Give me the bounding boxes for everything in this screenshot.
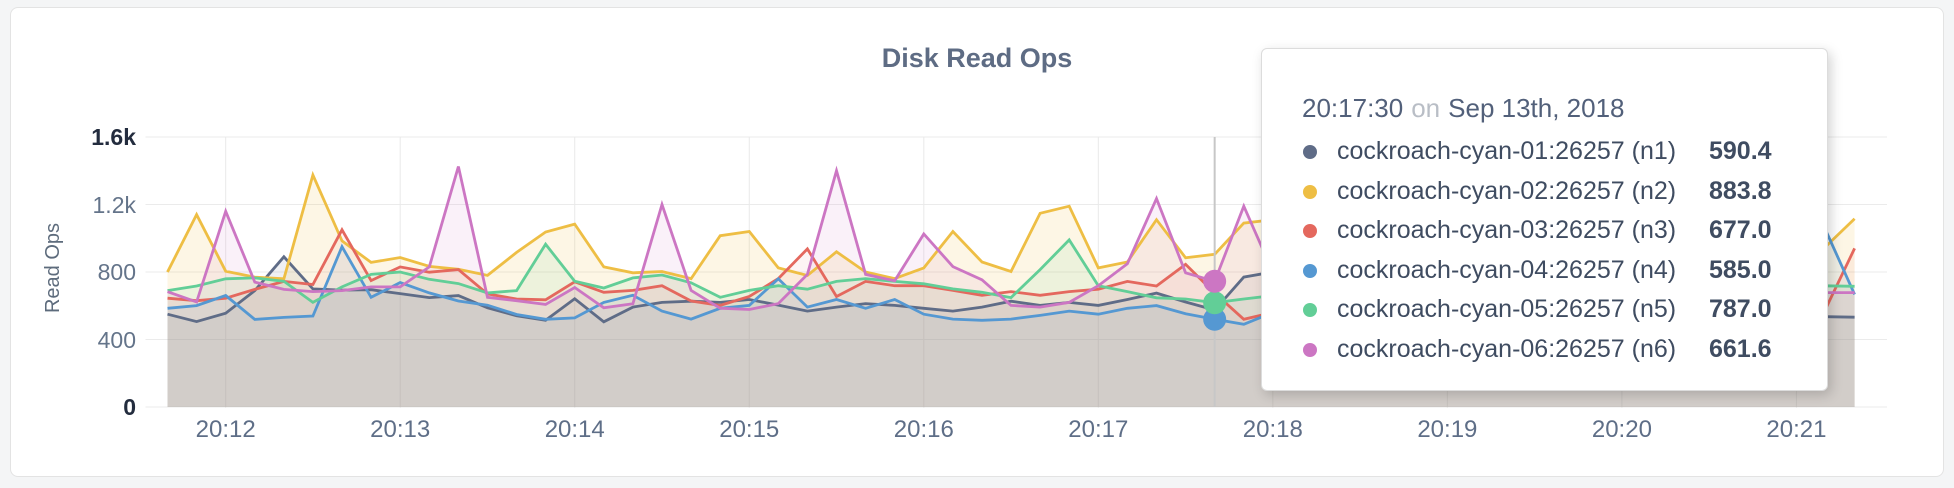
tooltip-on-word: on <box>1411 93 1441 123</box>
x-tick-label-20:20: 20:20 <box>1591 416 1652 443</box>
tooltip-series-name: cockroach-cyan-02:26257 (n2) <box>1337 176 1677 205</box>
tooltip-series-dot-icon <box>1303 263 1317 278</box>
x-tick-label-20:12: 20:12 <box>195 416 256 443</box>
x-tick-label-20:21: 20:21 <box>1766 416 1827 443</box>
x-tick-label-20:18: 20:18 <box>1242 416 1303 443</box>
tooltip-series-value: 677.0 <box>1709 216 1772 244</box>
tooltip-series-name: cockroach-cyan-01:26257 (n1) <box>1337 137 1677 165</box>
tooltip-row-n6: cockroach-cyan-06:26257 (n6) 661.6 <box>1262 329 1827 369</box>
tooltip-row-n4: cockroach-cyan-04:26257 (n4) 585.0 <box>1262 250 1827 290</box>
chart-title: Disk Read Ops <box>881 43 1073 73</box>
tooltip-series-dot-icon <box>1303 224 1317 238</box>
tooltip-row-n3: cockroach-cyan-03:26257 (n3) 677.0 <box>1262 210 1827 250</box>
x-tick-label-20:17: 20:17 <box>1068 416 1129 443</box>
x-tick-label-20:13: 20:13 <box>370 416 431 443</box>
tooltip-series-value: 787.0 <box>1709 295 1772 323</box>
y-tick-label-800: 800 <box>97 259 136 285</box>
x-tick-label-20:16: 20:16 <box>893 416 954 443</box>
tooltip-series-name: cockroach-cyan-04:26257 (n4) <box>1337 255 1677 284</box>
tooltip-row-n5: cockroach-cyan-05:26257 (n5) 787.0 <box>1262 289 1827 329</box>
tooltip-date: Sep 13th, 2018 <box>1448 93 1625 123</box>
tooltip-series-value: 585.0 <box>1709 255 1772 284</box>
hover-dot-n5 <box>1203 291 1227 315</box>
tooltip-row-n1: cockroach-cyan-01:26257 (n1) 590.4 <box>1262 131 1827 171</box>
tooltip-series-dot-icon <box>1303 184 1317 199</box>
hover-dot-n6 <box>1203 269 1227 293</box>
tooltip-series-name: cockroach-cyan-06:26257 (n6) <box>1337 334 1677 363</box>
tooltip-series-value: 883.8 <box>1709 176 1772 205</box>
tooltip-series-dot-icon <box>1303 145 1317 159</box>
y-tick-label-1.2k: 1.2k <box>92 191 136 218</box>
x-tick-label-20:19: 20:19 <box>1417 416 1478 443</box>
x-tick-label-20:14: 20:14 <box>544 416 605 443</box>
tooltip-row-n2: cockroach-cyan-02:26257 (n2) 883.8 <box>1262 171 1827 211</box>
y-tick-label-400: 400 <box>97 326 136 353</box>
hover-dot-n4 <box>1203 307 1227 331</box>
tooltip-series-name: cockroach-cyan-05:26257 (n5) <box>1337 295 1677 323</box>
tooltip-series-value: 590.4 <box>1709 137 1772 165</box>
tooltip-series-dot-icon <box>1303 342 1317 357</box>
y-tick-label-1.6k: 1.6k <box>91 124 136 150</box>
x-tick-label-20:15: 20:15 <box>719 416 780 443</box>
y-tick-label-0: 0 <box>123 394 136 420</box>
tooltip-series-value: 661.6 <box>1709 334 1772 363</box>
tooltip-time: 20:17:30 <box>1302 93 1404 123</box>
hover-tooltip: 20:17:30 on Sep 13th, 2018 cockroach-cyan-… <box>1261 48 1828 391</box>
tooltip-series-dot-icon <box>1303 303 1317 317</box>
tooltip-series-name: cockroach-cyan-03:26257 (n3) <box>1337 216 1677 244</box>
tooltip-header: 20:17:30 on Sep 13th, 2018 <box>1302 93 1625 124</box>
